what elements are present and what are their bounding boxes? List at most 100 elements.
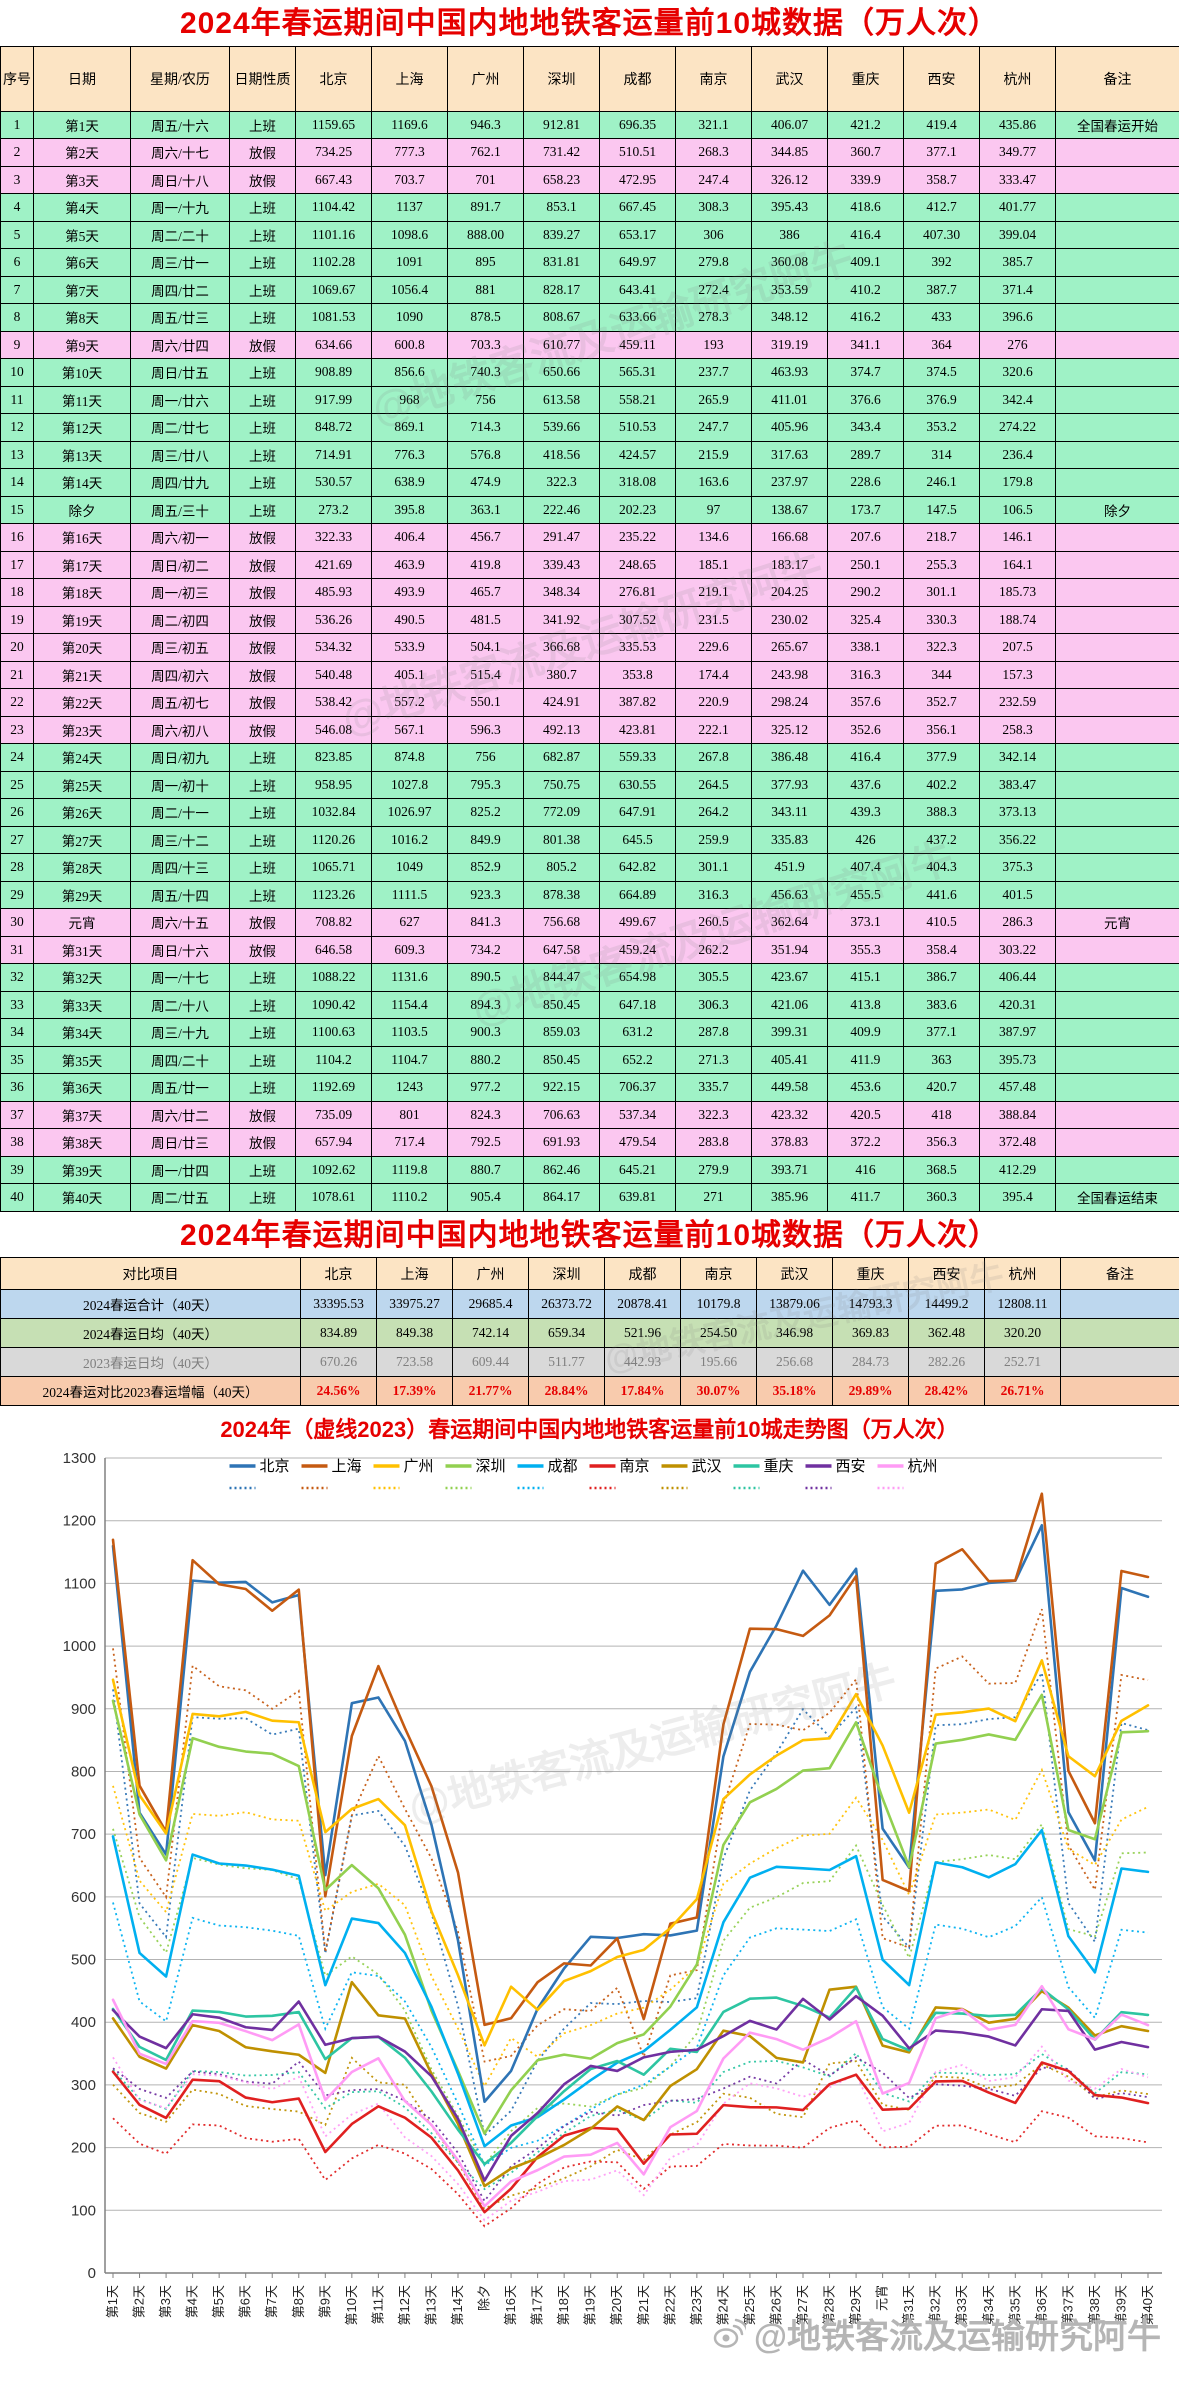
- cell: 周一/十九: [130, 193, 230, 222]
- cell: 1056.4: [371, 275, 448, 304]
- cell: 862.46: [523, 1155, 600, 1184]
- cell: 上班: [229, 1018, 296, 1047]
- cell: 360.3: [903, 1183, 980, 1212]
- cell: 834.89: [300, 1318, 377, 1348]
- cell: 周一/初三: [130, 578, 230, 607]
- cell: 14: [0, 468, 34, 497]
- cell: 330.3: [903, 605, 980, 634]
- trend-chart-svg: 0 100 200 300 400 500 600 700 800 900 1000 1100 1200…: [63, 1450, 1162, 2325]
- cell: 204.25: [751, 578, 828, 607]
- cell: 441.6: [903, 880, 980, 909]
- cell: 841.3: [447, 908, 524, 937]
- cell: 968: [371, 385, 448, 414]
- daily-table-header: 序号 日期 星期/农历 日期性质 北京 上海 广州 深圳 成都 南京 武汉 重庆 西安 杭州 备注: [0, 45, 1179, 112]
- series-2023-南京: [112, 2110, 1149, 2228]
- cell: 周六/廿二: [130, 1100, 230, 1129]
- cell: 670.26: [300, 1347, 377, 1377]
- cell: 850.45: [523, 990, 600, 1019]
- cell: 362.48: [908, 1318, 985, 1348]
- x-axis-tick-label: 第12天: [397, 2285, 412, 2325]
- y-axis-tick-label: 200: [71, 2140, 96, 2157]
- column-header: 广州: [452, 1257, 529, 1290]
- series-2023-北京: [112, 1669, 1149, 2138]
- daily-row: 40 第40天 周二/廿五 上班 1078.61 1110.2 905.4 864.17 639…: [0, 1183, 1179, 1212]
- cell: 849.9: [447, 825, 524, 854]
- cell: 481.5: [447, 605, 524, 634]
- cell: 20: [0, 633, 34, 662]
- cell: 731.42: [523, 138, 600, 167]
- cell: 上班: [229, 440, 296, 469]
- cell: 31: [0, 935, 34, 964]
- cell: [1055, 605, 1179, 634]
- cell: 374.5: [903, 358, 980, 387]
- cell: 420.31: [979, 990, 1056, 1019]
- cell: 13: [0, 440, 34, 469]
- weibo-icon: [713, 2318, 746, 2348]
- cell: 844.47: [523, 963, 600, 992]
- cell: 433: [903, 303, 980, 332]
- cell: 15: [0, 495, 34, 524]
- legend-label-西安: 西安: [836, 1458, 866, 1475]
- cell: 放假: [229, 550, 296, 579]
- cell: 1091: [371, 248, 448, 277]
- cell: 609.44: [452, 1347, 529, 1377]
- cell: 上班: [229, 385, 296, 414]
- cell: 上班: [229, 1045, 296, 1074]
- cell: 664.89: [599, 880, 676, 909]
- cell: 326.12: [751, 165, 828, 194]
- x-axis-tick-label: 第34天: [981, 2285, 996, 2325]
- cell: 4: [0, 193, 34, 222]
- cell: 周三/十二: [130, 825, 230, 854]
- cell: 808.67: [523, 303, 600, 332]
- cell: [1055, 523, 1179, 552]
- cell: 416.4: [827, 743, 904, 772]
- cell: 1026.97: [371, 798, 448, 827]
- x-axis-tick-label: 第1天: [105, 2285, 120, 2318]
- cell: 220.9: [675, 688, 752, 717]
- cell: 805.2: [523, 853, 600, 882]
- cell: 643.41: [599, 275, 676, 304]
- cell: 401.77: [979, 193, 1056, 222]
- cell: 1192.69: [295, 1073, 372, 1102]
- cell: 850.45: [523, 1045, 600, 1074]
- cell: [1055, 963, 1179, 992]
- cell: 周四/廿九: [130, 468, 230, 497]
- cell: [1055, 275, 1179, 304]
- cell: 2023春运日均（40天）: [0, 1347, 301, 1377]
- cell: 1243: [371, 1073, 448, 1102]
- series-2023-西安: [112, 2056, 1149, 2203]
- cell: 250.1: [827, 550, 904, 579]
- series-2024-深圳: [111, 1693, 1150, 2135]
- cell: 922.15: [523, 1073, 600, 1102]
- cell: [1055, 825, 1179, 854]
- column-header: 武汉: [756, 1257, 833, 1290]
- cell: 490.5: [371, 605, 448, 634]
- cell: 放假: [229, 633, 296, 662]
- cell: 17.84%: [604, 1376, 681, 1406]
- x-axis-tick-label: 第13天: [423, 2285, 438, 2325]
- cell: 17.39%: [376, 1376, 453, 1406]
- cell: 756.68: [523, 908, 600, 937]
- cell: 409.9: [827, 1018, 904, 1047]
- cell: 周二/廿五: [130, 1183, 230, 1212]
- cell: [1055, 440, 1179, 469]
- cell: 278.3: [675, 303, 752, 332]
- cell: 667.43: [295, 165, 372, 194]
- legend-label-北京: 北京: [260, 1458, 290, 1475]
- cell: 24: [0, 743, 34, 772]
- cell: 459.11: [599, 330, 676, 359]
- cell: 上班: [229, 1183, 296, 1212]
- cell: 1078.61: [295, 1183, 372, 1212]
- cell: 1104.7: [371, 1045, 448, 1074]
- cell: 243.98: [751, 660, 828, 689]
- cell: 880.2: [447, 1045, 524, 1074]
- daily-row: 37 第37天 周六/廿二 放假 735.09 801 824.3 706.63 537.34 3…: [0, 1100, 1179, 1129]
- cell: 上班: [229, 880, 296, 909]
- cell: 610.77: [523, 330, 600, 359]
- y-axis-tick-label: 600: [71, 1889, 96, 1906]
- cell: 647.58: [523, 935, 600, 964]
- cell: 366.68: [523, 633, 600, 662]
- cell: [1055, 358, 1179, 387]
- cell: 474.9: [447, 468, 524, 497]
- cell: 第38天: [33, 1128, 131, 1157]
